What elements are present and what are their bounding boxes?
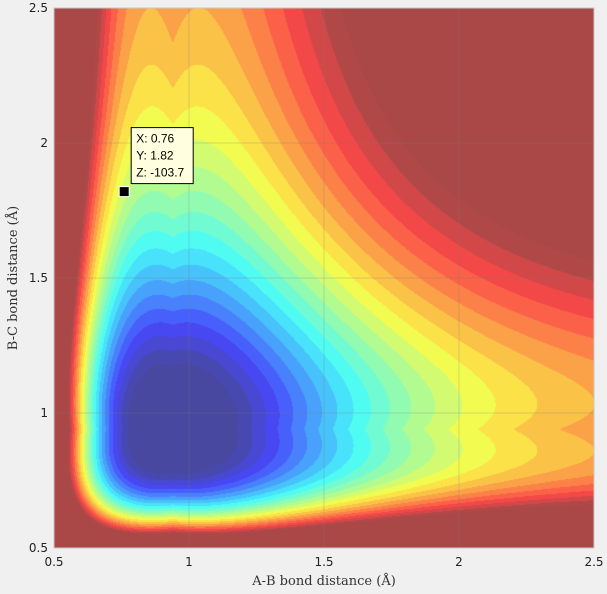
datatip-box	[130, 127, 194, 185]
datatip[interactable]: X: 0.76 Y: 1.82 Z: -103.7	[118, 127, 194, 198]
datatip-y: Y: 1.82	[136, 149, 174, 163]
datatip-z: Z: -103.7	[136, 166, 184, 180]
y-tick-label: 0.5	[29, 541, 48, 555]
x-axis-label: A-B bond distance (Å)	[251, 573, 396, 589]
x-tick-label: 0.5	[44, 555, 63, 569]
y-axis: 0.5 1 1.5 2 2.5	[29, 1, 48, 555]
datatip-marker[interactable]	[118, 186, 130, 198]
x-tick-label: 2	[455, 555, 463, 569]
y-tick-label: 1.5	[29, 271, 48, 285]
y-tick-label: 2.5	[29, 1, 48, 15]
x-axis: 0.5 1 1.5 2 2.5	[44, 555, 603, 569]
y-tick-label: 1	[40, 406, 48, 420]
datatip-x: X: 0.76	[136, 132, 174, 146]
x-tick-label: 1	[185, 555, 193, 569]
plot-area[interactable]	[54, 8, 594, 548]
axes-box	[53, 7, 595, 549]
y-tick-label: 2	[40, 136, 48, 150]
contour-fill	[54, 8, 594, 548]
y-axis-label: B-C bond distance (Å)	[5, 206, 21, 350]
x-tick-label: 1.5	[314, 555, 333, 569]
x-tick-label: 2.5	[584, 555, 603, 569]
